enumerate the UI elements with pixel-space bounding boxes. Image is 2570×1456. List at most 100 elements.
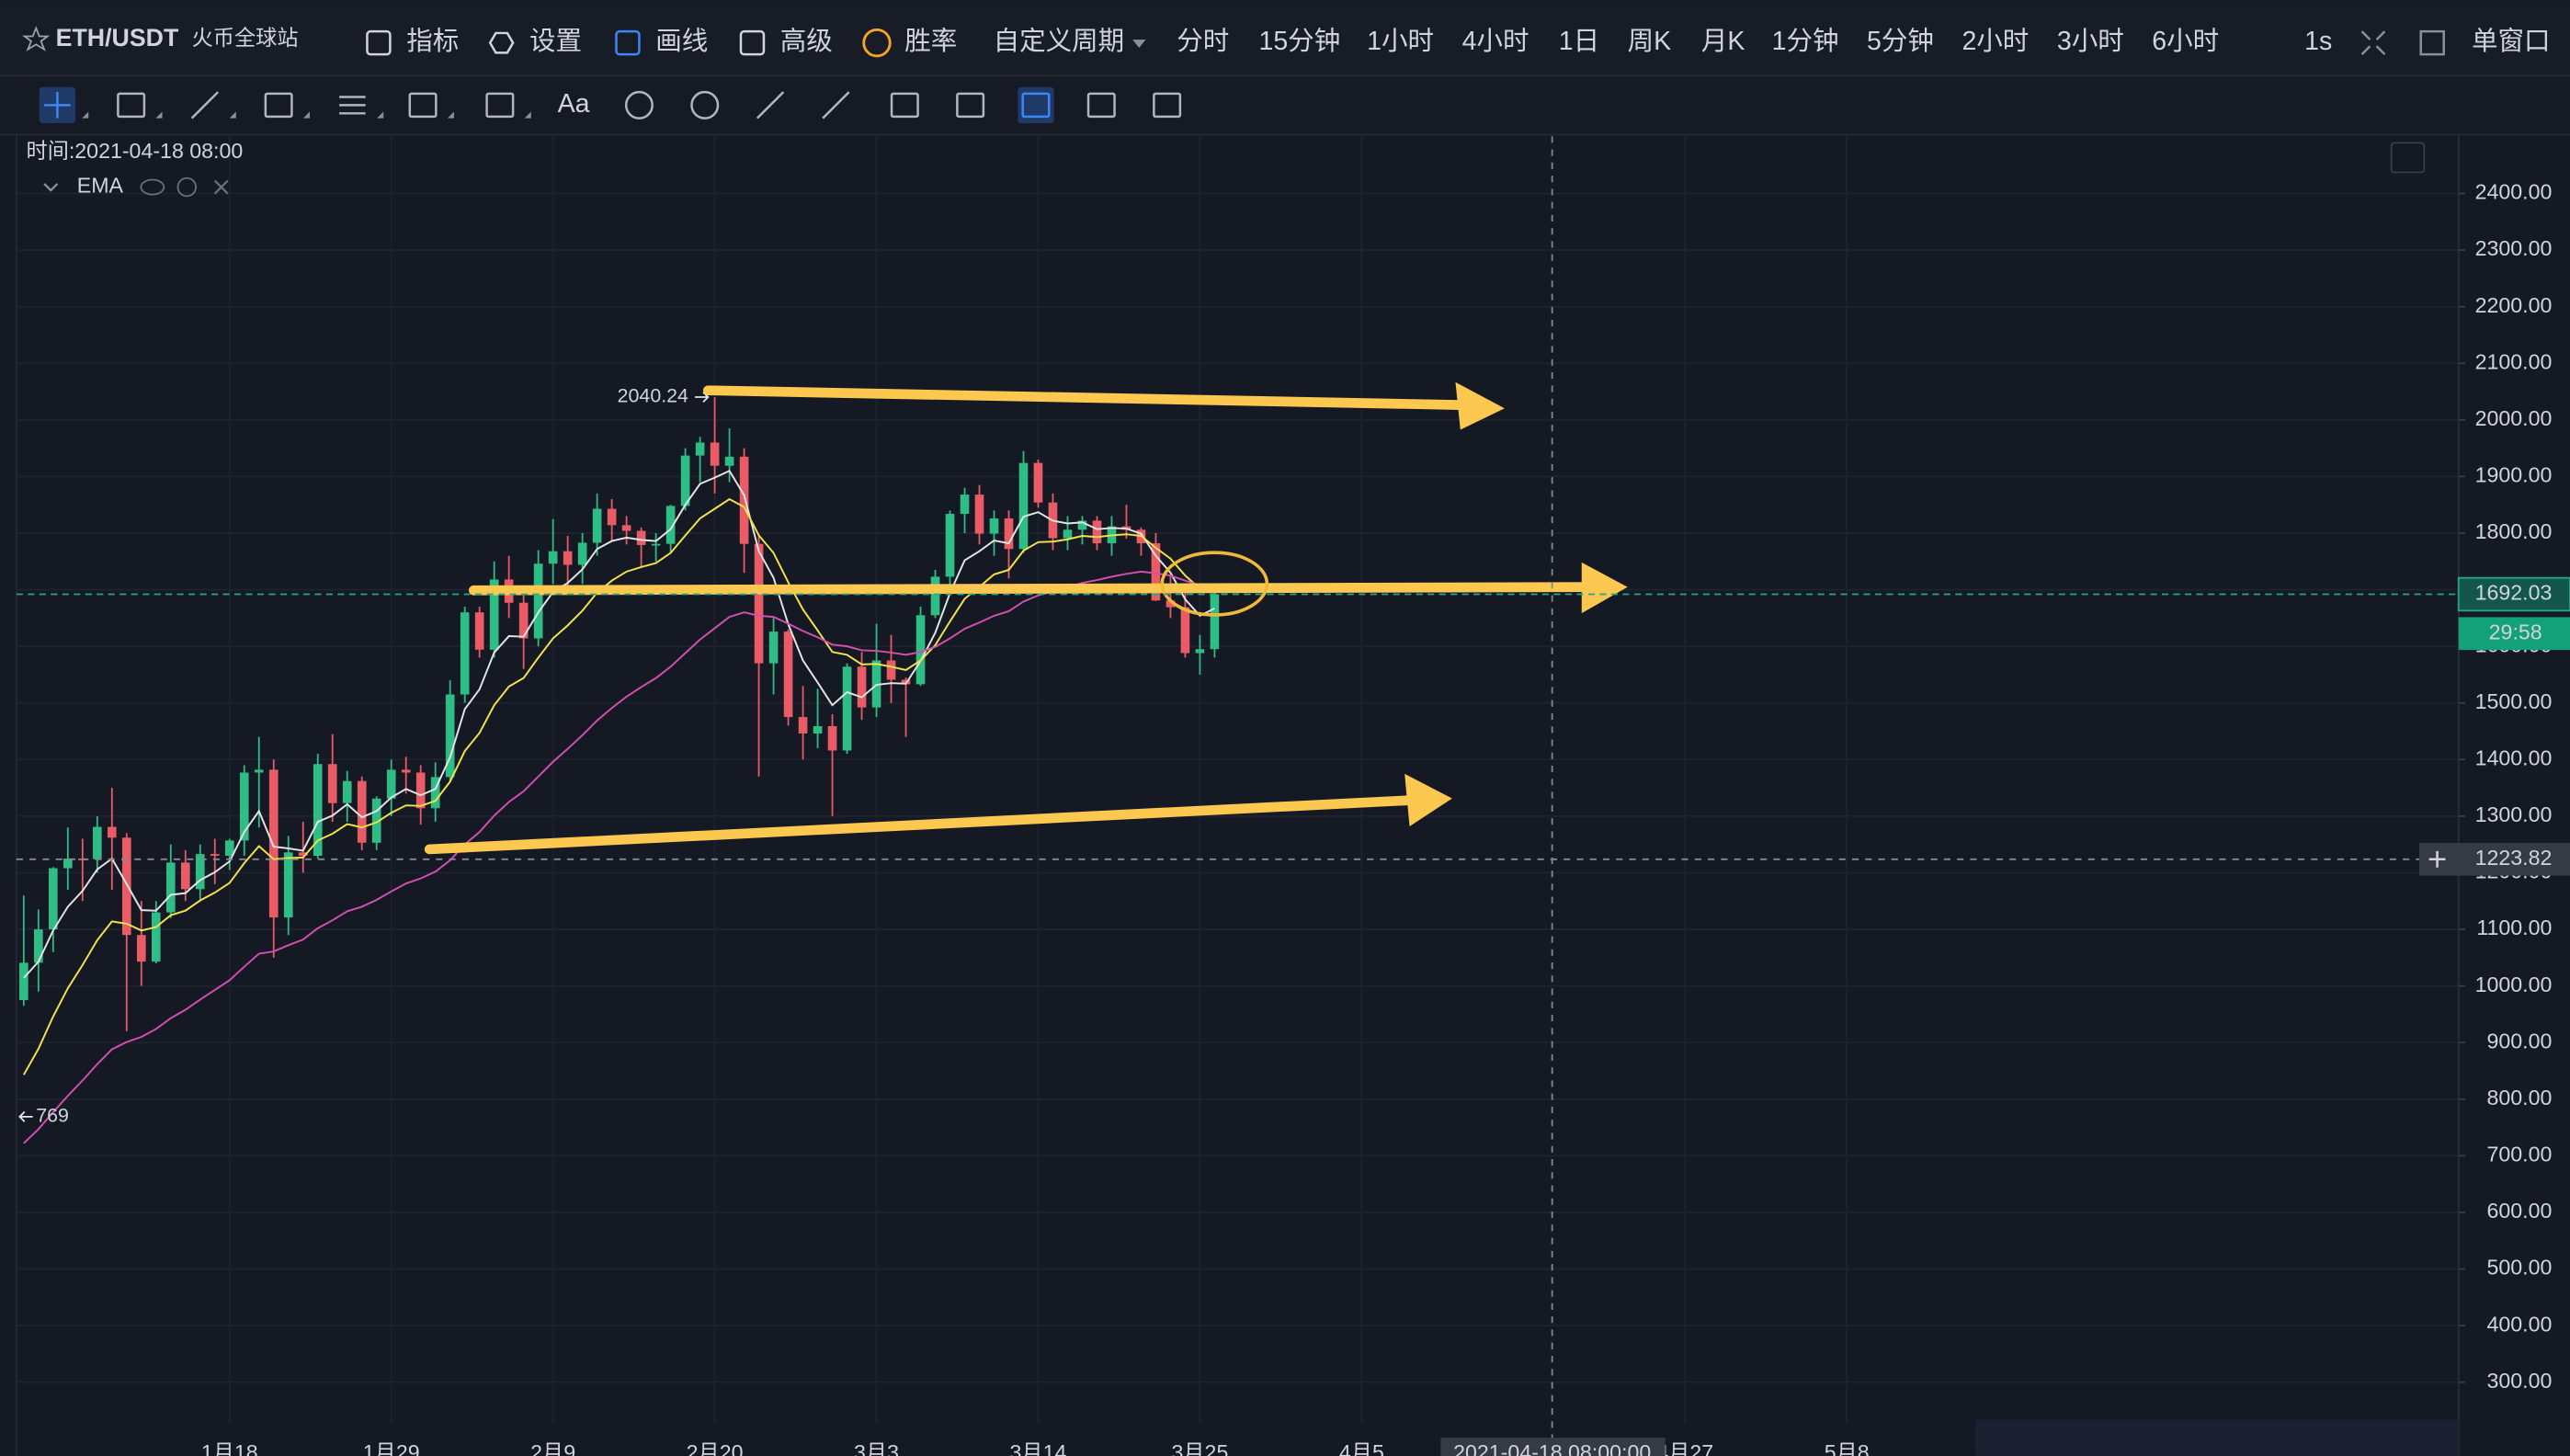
period-button[interactable]: 周K [1628,27,1672,56]
window-button[interactable]: 单窗口 [2472,27,2551,56]
y-tick-label: 2300.00 [2475,236,2553,260]
menu-item[interactable]: 设置 [529,27,582,56]
countdown-label: 29:58 [2489,620,2542,643]
tool-icon[interactable] [44,92,71,119]
y-tick-label: 700.00 [2487,1143,2553,1166]
menu-icon [615,29,641,56]
speed-button[interactable]: 1s [2304,27,2332,56]
candle-body [974,495,984,534]
x-tick-label: 3月14 [1010,1440,1067,1456]
period-button[interactable]: 3小时 [2057,27,2124,56]
low-marker-arrow [18,1110,33,1122]
arrow-head [1404,773,1452,826]
y-tick-label: 500.00 [2487,1256,2553,1280]
period-button[interactable]: 分时 [1177,27,1229,56]
candle-body [1180,607,1190,654]
tool-icon[interactable] [485,92,515,119]
tool-icon[interactable] [117,92,146,119]
candle-body [1151,543,1161,601]
period-button[interactable]: 1分钟 [1772,27,1839,56]
grid [16,136,2459,1424]
current-price-label: 1692.03 [2475,581,2553,605]
period-button[interactable]: 1日 [1559,27,1599,56]
period-button[interactable]: 15分钟 [1258,27,1340,56]
drawings [424,381,1628,855]
period-button[interactable]: 5分钟 [1867,27,1934,56]
x-tick-label: 3月25 [1172,1440,1229,1456]
tool-corner [377,111,384,119]
tool-icon[interactable] [822,91,850,119]
period-button[interactable]: 月K [1701,27,1746,56]
menu-icon [488,31,515,54]
tool-icon[interactable] [756,91,785,119]
menu-item[interactable]: 指标 [406,27,459,56]
tool-icon[interactable] [1021,92,1051,119]
ui-layer: ETH/USDT 火币全球站 指标 设置 画线 高级 胜率 自定义周期 分时 15分钟 1小时 4小时… [16,24,2570,1456]
candle-body [460,612,470,695]
x-tick-label: 1月18 [201,1440,258,1456]
candle-body [121,837,131,936]
candle-body [533,563,543,639]
menu-item[interactable]: 胜率 [904,27,957,56]
period-button[interactable]: 2小时 [1962,27,2029,56]
candle-body [798,717,808,734]
candle-body [1004,518,1014,550]
y-tick-label: 2100.00 [2475,349,2553,373]
collapse-icon[interactable] [2360,30,2386,56]
maximize-button[interactable] [2390,142,2426,174]
bottom-panel [1974,1419,2459,1456]
tool-icon[interactable] [1086,92,1116,119]
candle-body [180,862,190,890]
candle-body [445,694,455,778]
candle-body [930,576,940,616]
candle-body [607,508,617,526]
symbol[interactable]: ETH/USDT [56,24,179,51]
text-tool[interactable]: Aa [558,89,590,119]
candle-body [813,725,823,734]
candle-body [224,840,234,856]
candle-body [165,862,176,913]
layout-icon[interactable] [2419,29,2445,56]
legend-collapse[interactable] [43,183,59,192]
tool-icon[interactable] [624,90,654,119]
candle-body [710,442,720,466]
candle-body [239,772,249,841]
plot: 2040.24 769 [18,385,1220,1144]
candle-body [34,929,43,963]
candle-body [857,666,867,708]
tool-icon[interactable] [339,96,366,115]
candle-body [327,764,337,803]
candle-body [430,777,440,809]
period-button[interactable]: 6小时 [2152,27,2219,56]
candle-body [386,769,396,799]
candle-body [1166,600,1176,608]
candle-body [136,935,146,962]
y-tick-label: 800.00 [2487,1086,2553,1109]
visibility-icon[interactable] [140,178,165,196]
y-tick-label: 1100.00 [2476,916,2552,939]
crosshair-add[interactable] [2428,850,2446,868]
tool-icon[interactable] [956,92,985,119]
menu-item[interactable]: 自定义周期 [994,27,1125,56]
candle-body [342,780,352,803]
candle-body [842,666,852,751]
remove-icon[interactable] [213,179,229,195]
candle-body [768,631,779,664]
countdown-tag [2458,617,2570,651]
tool-icon[interactable] [408,92,438,119]
tool-icon[interactable] [1153,92,1182,119]
settings-icon[interactable] [176,176,197,198]
tool-icon[interactable] [890,92,919,119]
menu-icon [739,29,766,56]
tool-icon[interactable] [690,90,720,119]
low-marker: 769 [36,1105,69,1127]
tool-icon[interactable] [190,91,220,119]
tool-icon[interactable] [264,92,293,119]
arrow-head [1581,562,1628,614]
period-button[interactable]: 4小时 [1462,27,1529,56]
candle-body [886,660,896,680]
menu-item[interactable]: 画线 [655,27,708,56]
period-button[interactable]: 1小时 [1367,27,1434,56]
menu-item[interactable]: 高级 [780,27,833,56]
candle-body [195,854,205,890]
